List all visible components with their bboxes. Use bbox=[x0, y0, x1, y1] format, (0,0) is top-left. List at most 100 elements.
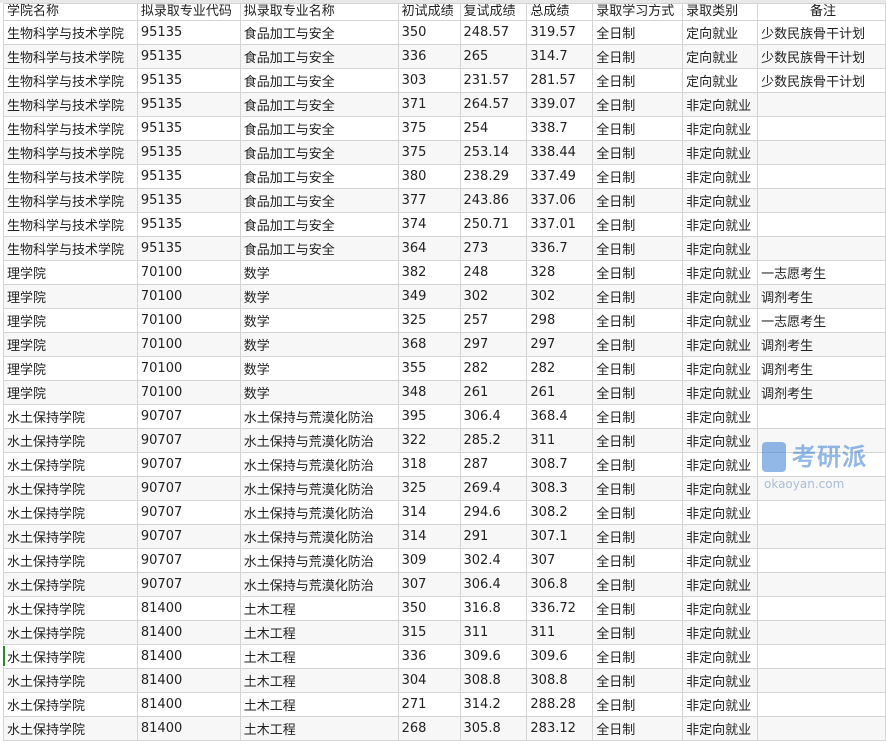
cell-major-name[interactable]: 食品加工与安全 bbox=[239, 236, 399, 261]
cell-study-mode[interactable]: 全日制 bbox=[592, 212, 684, 237]
cell-retest-score[interactable]: 297 bbox=[459, 332, 528, 357]
cell-remarks[interactable] bbox=[757, 596, 886, 621]
cell-admission-type[interactable]: 非定向就业 bbox=[682, 548, 759, 573]
cell-college[interactable]: 生物科学与技术学院 bbox=[3, 92, 138, 117]
cell-total-score[interactable]: 311 bbox=[526, 620, 594, 645]
cell-retest-score[interactable]: 248.57 bbox=[459, 20, 528, 45]
cell-total-score[interactable]: 308.3 bbox=[526, 476, 594, 501]
cell-initial-score[interactable]: 350 bbox=[397, 20, 461, 45]
cell-college[interactable]: 水土保持学院 bbox=[3, 452, 138, 477]
cell-initial-score[interactable]: 364 bbox=[397, 236, 461, 261]
cell-major-code[interactable]: 95135 bbox=[136, 140, 241, 165]
cell-study-mode[interactable]: 全日制 bbox=[592, 596, 684, 621]
cell-total-score[interactable]: 338.7 bbox=[526, 116, 594, 141]
cell-major-name[interactable]: 食品加工与安全 bbox=[239, 92, 399, 117]
cell-study-mode[interactable]: 全日制 bbox=[592, 644, 684, 669]
cell-admission-type[interactable]: 非定向就业 bbox=[682, 308, 759, 333]
cell-study-mode[interactable]: 全日制 bbox=[592, 668, 684, 693]
cell-admission-type[interactable]: 非定向就业 bbox=[682, 260, 759, 285]
cell-retest-score[interactable]: 291 bbox=[459, 524, 528, 549]
cell-retest-score[interactable]: 309.6 bbox=[459, 644, 528, 669]
cell-total-score[interactable]: 297 bbox=[526, 332, 594, 357]
cell-total-score[interactable]: 298 bbox=[526, 308, 594, 333]
cell-initial-score[interactable]: 314 bbox=[397, 524, 461, 549]
cell-retest-score[interactable]: 306.4 bbox=[459, 404, 528, 429]
cell-admission-type[interactable]: 非定向就业 bbox=[682, 236, 759, 261]
cell-study-mode[interactable]: 全日制 bbox=[592, 332, 684, 357]
cell-study-mode[interactable]: 全日制 bbox=[592, 548, 684, 573]
cell-retest-score[interactable]: 265 bbox=[459, 44, 528, 69]
cell-college[interactable]: 水土保持学院 bbox=[3, 644, 138, 669]
cell-total-score[interactable]: 337.01 bbox=[526, 212, 594, 237]
cell-total-score[interactable]: 308.7 bbox=[526, 452, 594, 477]
cell-college[interactable]: 水土保持学院 bbox=[3, 404, 138, 429]
cell-total-score[interactable]: 302 bbox=[526, 284, 594, 309]
cell-remarks[interactable] bbox=[757, 116, 886, 141]
cell-initial-score[interactable]: 336 bbox=[397, 44, 461, 69]
cell-retest-score[interactable]: 302.4 bbox=[459, 548, 528, 573]
cell-study-mode[interactable]: 全日制 bbox=[592, 404, 684, 429]
cell-study-mode[interactable]: 全日制 bbox=[592, 68, 684, 93]
cell-remarks[interactable] bbox=[757, 668, 886, 693]
cell-admission-type[interactable]: 定向就业 bbox=[682, 20, 759, 45]
cell-study-mode[interactable]: 全日制 bbox=[592, 692, 684, 717]
cell-remarks[interactable]: 调剂考生 bbox=[757, 284, 886, 309]
cell-major-name[interactable]: 土木工程 bbox=[239, 692, 399, 717]
cell-remarks[interactable] bbox=[757, 572, 886, 597]
cell-retest-score[interactable]: 311 bbox=[459, 620, 528, 645]
header-admission-type[interactable]: 录取类别 bbox=[682, 3, 759, 21]
cell-major-code[interactable]: 70100 bbox=[136, 380, 241, 405]
cell-major-code[interactable]: 70100 bbox=[136, 356, 241, 381]
cell-admission-type[interactable]: 非定向就业 bbox=[682, 500, 759, 525]
cell-total-score[interactable]: 319.57 bbox=[526, 20, 594, 45]
header-college[interactable]: 学院名称 bbox=[3, 3, 138, 21]
cell-initial-score[interactable]: 382 bbox=[397, 260, 461, 285]
cell-study-mode[interactable]: 全日制 bbox=[592, 92, 684, 117]
cell-major-code[interactable]: 90707 bbox=[136, 404, 241, 429]
cell-study-mode[interactable]: 全日制 bbox=[592, 44, 684, 69]
cell-remarks[interactable] bbox=[757, 548, 886, 573]
cell-major-code[interactable]: 95135 bbox=[136, 68, 241, 93]
cell-college[interactable]: 理学院 bbox=[3, 284, 138, 309]
cell-total-score[interactable]: 283.12 bbox=[526, 716, 594, 741]
cell-initial-score[interactable]: 375 bbox=[397, 116, 461, 141]
cell-college[interactable]: 理学院 bbox=[3, 308, 138, 333]
cell-initial-score[interactable]: 374 bbox=[397, 212, 461, 237]
cell-remarks[interactable]: 调剂考生 bbox=[757, 380, 886, 405]
cell-admission-type[interactable]: 非定向就业 bbox=[682, 332, 759, 357]
cell-retest-score[interactable]: 308.8 bbox=[459, 668, 528, 693]
cell-college[interactable]: 水土保持学院 bbox=[3, 524, 138, 549]
cell-remarks[interactable] bbox=[757, 500, 886, 525]
header-major-name[interactable]: 拟录取专业名称 bbox=[239, 3, 399, 21]
cell-initial-score[interactable]: 325 bbox=[397, 308, 461, 333]
cell-admission-type[interactable]: 非定向就业 bbox=[682, 284, 759, 309]
cell-admission-type[interactable]: 非定向就业 bbox=[682, 716, 759, 741]
cell-total-score[interactable]: 308.2 bbox=[526, 500, 594, 525]
cell-admission-type[interactable]: 非定向就业 bbox=[682, 692, 759, 717]
cell-initial-score[interactable]: 375 bbox=[397, 140, 461, 165]
cell-study-mode[interactable]: 全日制 bbox=[592, 284, 684, 309]
cell-college[interactable]: 水土保持学院 bbox=[3, 620, 138, 645]
cell-retest-score[interactable]: 316.8 bbox=[459, 596, 528, 621]
cell-major-name[interactable]: 土木工程 bbox=[239, 596, 399, 621]
cell-remarks[interactable]: 少数民族骨干计划 bbox=[757, 68, 886, 93]
cell-major-name[interactable]: 食品加工与安全 bbox=[239, 20, 399, 45]
cell-major-code[interactable]: 95135 bbox=[136, 92, 241, 117]
cell-major-name[interactable]: 水土保持与荒漠化防治 bbox=[239, 428, 399, 453]
cell-study-mode[interactable]: 全日制 bbox=[592, 572, 684, 597]
cell-major-name[interactable]: 土木工程 bbox=[239, 716, 399, 741]
cell-total-score[interactable]: 337.06 bbox=[526, 188, 594, 213]
cell-study-mode[interactable]: 全日制 bbox=[592, 236, 684, 261]
cell-major-code[interactable]: 81400 bbox=[136, 644, 241, 669]
cell-remarks[interactable] bbox=[757, 92, 886, 117]
cell-remarks[interactable]: 一志愿考生 bbox=[757, 260, 886, 285]
cell-initial-score[interactable]: 348 bbox=[397, 380, 461, 405]
cell-total-score[interactable]: 308.8 bbox=[526, 668, 594, 693]
cell-total-score[interactable]: 368.4 bbox=[526, 404, 594, 429]
cell-remarks[interactable] bbox=[757, 428, 886, 453]
cell-major-code[interactable]: 95135 bbox=[136, 188, 241, 213]
cell-major-code[interactable]: 90707 bbox=[136, 572, 241, 597]
cell-major-name[interactable]: 数学 bbox=[239, 308, 399, 333]
cell-major-code[interactable]: 70100 bbox=[136, 284, 241, 309]
cell-major-name[interactable]: 食品加工与安全 bbox=[239, 212, 399, 237]
